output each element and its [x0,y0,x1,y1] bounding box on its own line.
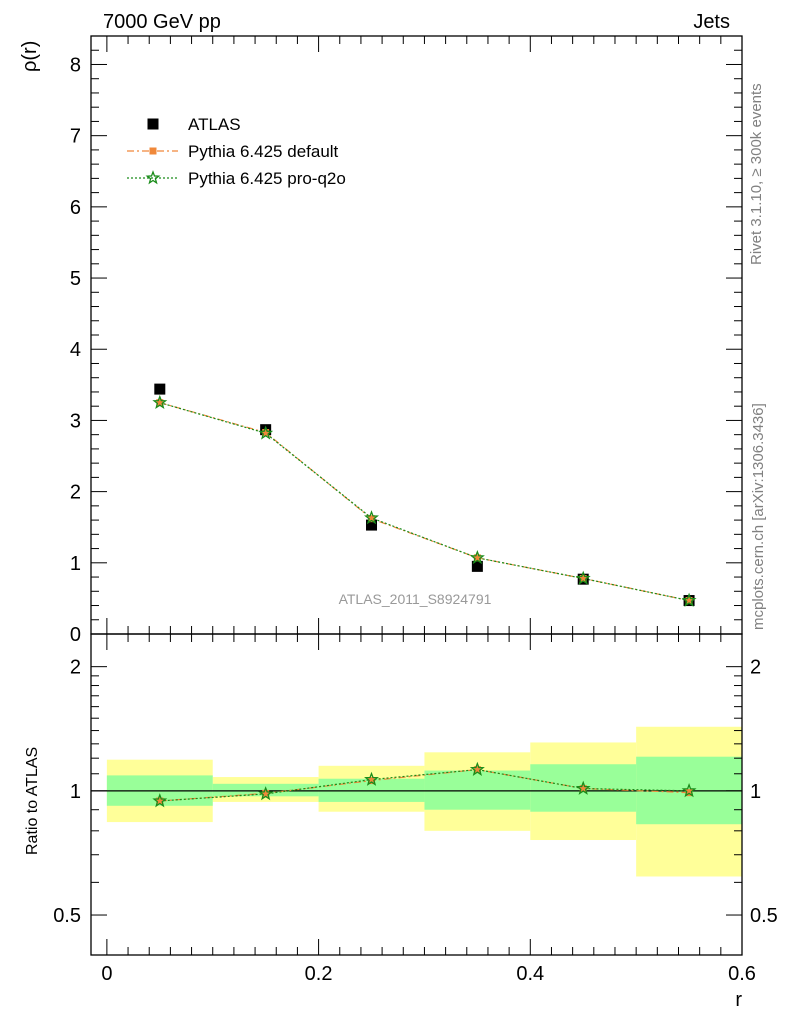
pythia-proq2o-point [258,425,274,440]
legend-marker-pythia-default [149,147,157,155]
pythia-proq2o-point [364,510,379,525]
ratio-pythia-default-point [156,797,164,805]
pythia-proq2o-point [152,394,168,409]
xtick-label: 0.2 [305,963,333,985]
ratio-pythia-default-point [473,766,481,774]
ratio-ytick-label: 0.5 [53,905,81,927]
ratio-pythia-default-point [368,777,376,785]
ratio-series-points [152,761,697,808]
pythia-default-point [156,399,164,407]
ratio-pythia-default-point [262,789,270,797]
uncertainty-band-inner [424,770,531,810]
legend: ATLAS Pythia 6.425 default Pythia 6.425 pr… [127,115,346,188]
ratio-pythia-proq2o-point [575,780,591,795]
main-ytick-label: 8 [70,54,81,76]
ratio-ytick-label-right: 0.5 [750,905,778,927]
analysis-watermark: ATLAS_2011_S8924791 [339,591,492,607]
ratio-ytick-label: 1 [70,781,81,803]
main-axes: 0 1 2 3 4 5 6 7 8 [70,35,743,646]
ratio-frame [90,633,743,956]
ratio-bands [91,726,742,877]
pythia-default-point [262,429,270,437]
pythia-default-point [368,515,376,523]
atlas-point [154,383,166,395]
main-series-lines [159,402,690,602]
series-line-pythia-default [159,402,690,602]
pythia-proq2o-point [469,549,485,565]
ratio-ylabel: Ratio to ATLAS [24,747,41,855]
pythia-proq2o-point [681,592,697,607]
main-ylabel: ρ(r) [19,41,41,72]
pythia-default-point [579,574,587,582]
mcplots-label: mcplots.cern.ch [arXiv:1306.3436] [750,403,767,630]
ratio-pythia-proq2o-point [258,786,274,801]
main-ytick-label: 5 [70,268,81,290]
pythia-default-point [473,554,481,562]
main-ytick-label: 1 [70,553,81,575]
ratio-axes: 0.5 0.5 1 1 2 2 0 0.2 0.4 0.6 [53,633,778,985]
legend-marker-atlas [147,118,159,130]
ratio-ytick-label-right: 2 [750,657,761,679]
legend-entry-label: ATLAS [188,115,241,134]
legend-entry-label: Pythia 6.425 pro-q2o [188,169,346,188]
series-line-pythia-proq2o [159,402,690,602]
legend-marker-pythia-proq2o [145,170,161,185]
title-right: Jets [693,11,730,33]
pythia-default-point [685,597,693,605]
ratio-pythia-proq2o-point [364,771,379,786]
legend-entry-label: Pythia 6.425 default [188,142,339,161]
ratio-pythia-default-point [579,785,587,793]
atlas-point [471,560,483,572]
ratio-series-lines [159,768,690,802]
main-series-points [152,383,697,607]
xtick-label: 0.4 [516,963,544,985]
xtick-label: 0.6 [728,963,756,985]
main-ytick-label: 3 [70,410,81,432]
ratio-ytick-label-right: 1 [750,781,761,803]
ratio-pythia-proq2o-point [681,782,697,798]
main-ytick-label: 7 [70,126,81,148]
ratio-line-pythia-default [159,768,690,802]
main-ytick-label: 0 [70,624,81,646]
ratio-pythia-proq2o-point [152,793,168,808]
ratio-line-pythia-proq2o [159,768,690,802]
ratio-ytick-label: 2 [70,657,81,679]
main-ytick-label: 4 [70,339,81,361]
xlabel: r [735,989,742,1011]
main-ytick-label: 6 [70,197,81,219]
rivet-label: Rivet 3.1.10, ≥ 300k events [748,83,765,265]
pythia-proq2o-point [575,570,591,585]
main-ytick-label: 2 [70,482,81,504]
ratio-pythia-proq2o-point [469,761,485,776]
xtick-label: 0 [101,963,112,985]
atlas-point [366,519,378,531]
title-left: 7000 GeV pp [103,11,221,33]
